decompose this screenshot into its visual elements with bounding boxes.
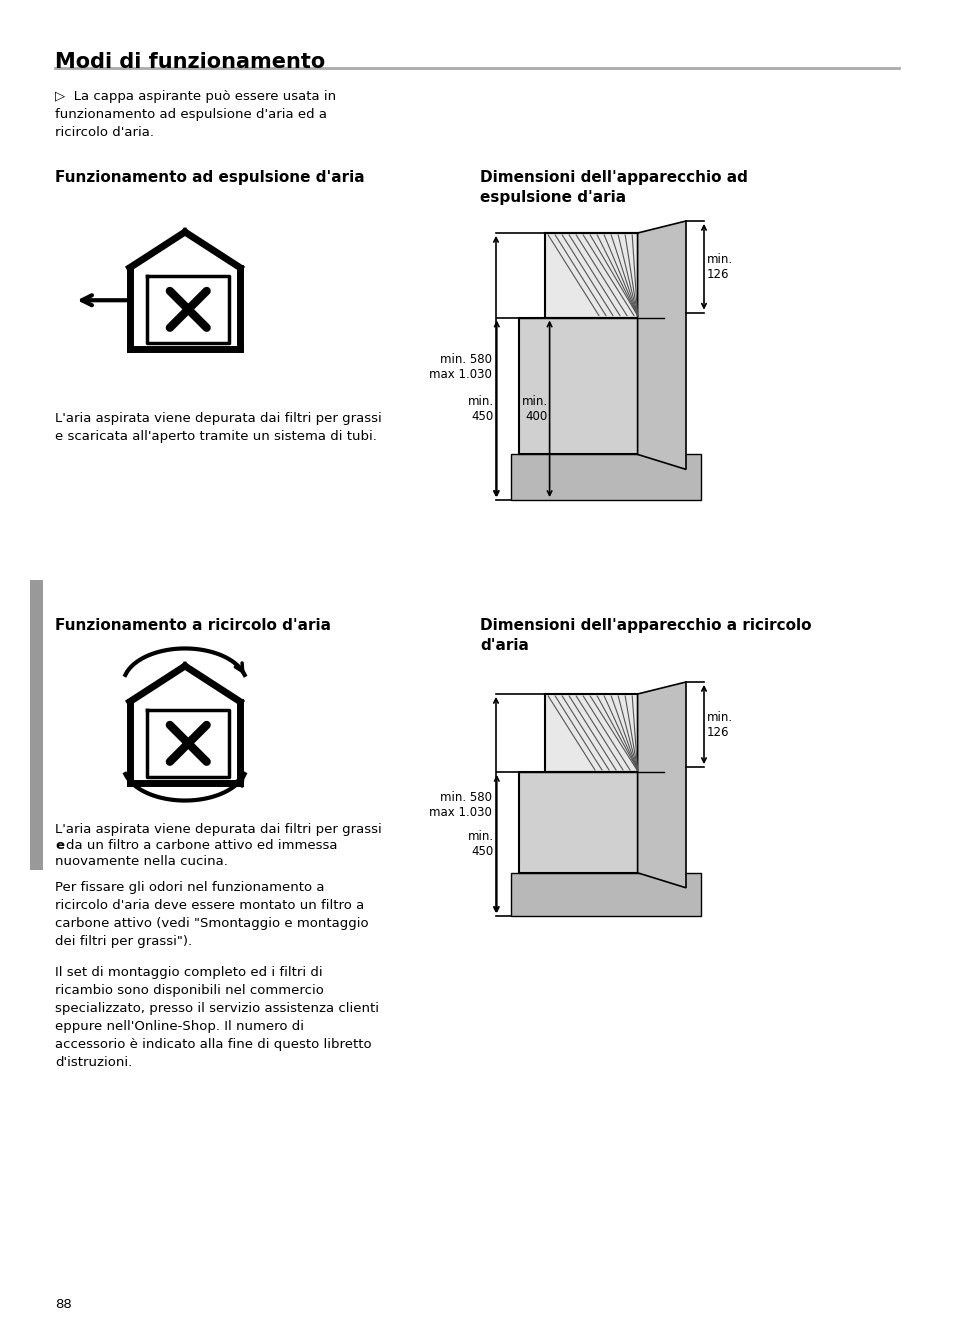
Text: min.
126: min. 126 [706,711,732,739]
Polygon shape [544,233,637,318]
Text: Funzionamento a ricircolo d'aria: Funzionamento a ricircolo d'aria [55,618,331,633]
Polygon shape [544,693,637,772]
Text: da un filtro a carbone attivo ed immessa: da un filtro a carbone attivo ed immessa [66,839,337,853]
Text: Dimensioni dell'apparecchio a ricircolo
d'aria: Dimensioni dell'apparecchio a ricircolo … [479,618,811,652]
Text: min. 580
max 1.030: min. 580 max 1.030 [429,353,492,381]
Text: Il set di montaggio completo ed i filtri di
ricambio sono disponibili nel commer: Il set di montaggio completo ed i filtri… [55,967,378,1069]
Polygon shape [30,579,43,870]
Text: L'aria aspirata viene depurata dai filtri per grassi
e scaricata all'aperto tram: L'aria aspirata viene depurata dai filtr… [55,412,381,443]
Text: Per fissare gli odori nel funzionamento a
ricircolo d'aria deve essere montato u: Per fissare gli odori nel funzionamento … [55,880,368,948]
Text: min.
450: min. 450 [467,395,494,423]
Text: min.
126: min. 126 [706,253,732,281]
Text: L'aria aspirata viene depurata dai filtri per grassi: L'aria aspirata viene depurata dai filtr… [55,823,381,835]
Text: min.
400: min. 400 [521,395,547,423]
Polygon shape [510,455,700,500]
Polygon shape [518,318,663,455]
Text: Dimensioni dell'apparecchio ad
espulsione d'aria: Dimensioni dell'apparecchio ad espulsion… [479,170,747,204]
Text: nuovamente nella cucina.: nuovamente nella cucina. [55,855,228,869]
Text: min.
450: min. 450 [467,830,494,858]
Polygon shape [518,772,663,873]
Text: Funzionamento ad espulsione d'aria: Funzionamento ad espulsione d'aria [55,170,364,186]
Text: e: e [55,839,64,853]
Polygon shape [510,873,700,916]
Text: min. 580
max 1.030: min. 580 max 1.030 [429,792,492,819]
Polygon shape [637,221,685,469]
Text: ▷  La cappa aspirante può essere usata in
funzionamento ad espulsione d'aria ed : ▷ La cappa aspirante può essere usata in… [55,90,335,139]
Text: 88: 88 [55,1298,71,1311]
Polygon shape [637,682,685,888]
Text: Modi di funzionamento: Modi di funzionamento [55,52,325,72]
